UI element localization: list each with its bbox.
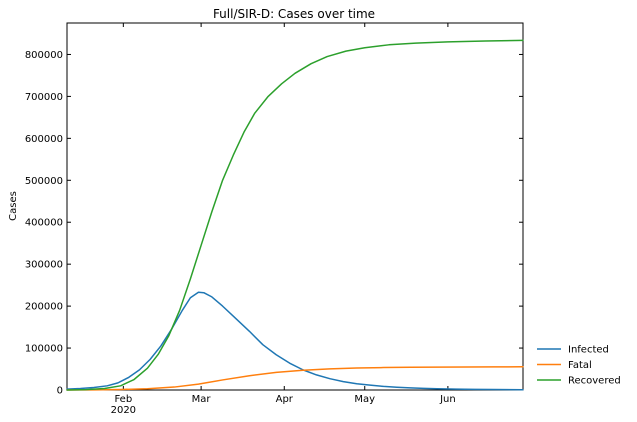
series-line-fatal [66, 366, 524, 391]
plot-area [66, 22, 524, 391]
y-tick-label: 100000 [25, 344, 63, 355]
series-line-recovered [66, 39, 524, 391]
y-tick-label: 0 [57, 386, 63, 397]
x-tick-label: Mar [192, 394, 212, 405]
x-tick-year-label: 2020 [111, 405, 136, 416]
series-line-infected [66, 291, 524, 391]
x-tick-label: May [354, 394, 375, 405]
y-tick-label: 500000 [25, 176, 63, 187]
x-tick-label: Apr [276, 394, 294, 405]
series-lines [66, 39, 524, 391]
x-tick-label: Feb [114, 394, 132, 405]
x-tick-label: Jun [439, 394, 456, 405]
legend-label-fatal: Fatal [568, 360, 592, 371]
legend-label-infected: Infected [568, 345, 609, 356]
y-tick-label: 800000 [25, 50, 63, 61]
y-tick-label: 700000 [25, 92, 63, 103]
legend-label-recovered: Recovered [568, 376, 621, 387]
y-tick-label: 200000 [25, 302, 63, 313]
chart-title: Full/SIR-D: Cases over time [213, 7, 375, 21]
y-axis-ticks: 0 100000 200000 300000 400000 500000 600000 700… [25, 50, 523, 397]
y-tick-label: 600000 [25, 134, 63, 145]
y-tick-label: 300000 [25, 260, 63, 271]
y-axis-label: Cases [8, 191, 19, 221]
legend: Infected Fatal Recovered [537, 345, 621, 387]
y-tick-label: 400000 [25, 218, 63, 229]
